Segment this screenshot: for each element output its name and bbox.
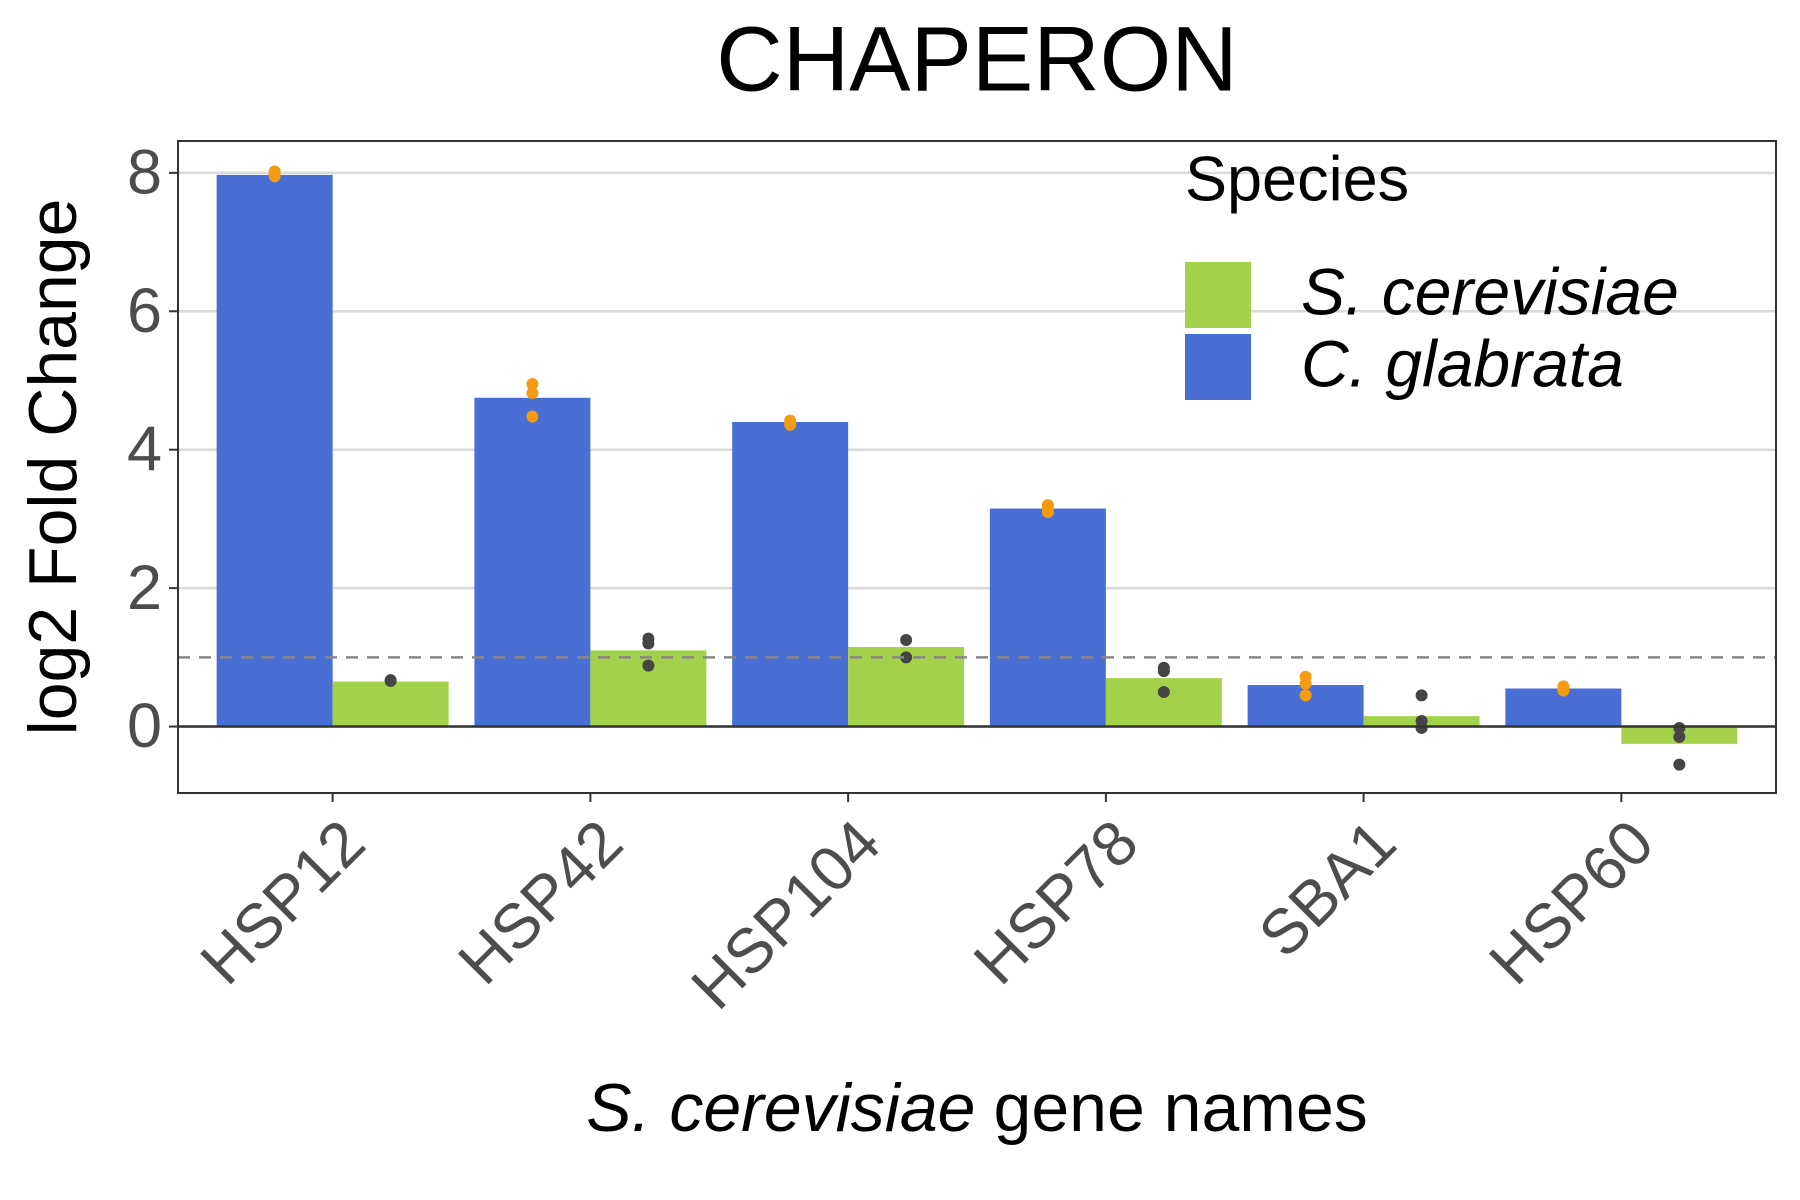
replicate-point xyxy=(1415,689,1428,702)
legend-label: C. glabrata xyxy=(1301,326,1624,400)
replicate-point xyxy=(1673,721,1686,734)
y-tick-label: 0 xyxy=(127,691,162,761)
replicate-point xyxy=(526,377,539,390)
y-tick-label: 4 xyxy=(127,414,162,484)
y-tick-label: 8 xyxy=(127,137,162,207)
replicate-point xyxy=(642,637,655,650)
plot-border xyxy=(177,140,1777,794)
replicate-point xyxy=(1415,721,1428,734)
replicate-point xyxy=(526,410,539,423)
x-axis-title-text: gene names xyxy=(994,1070,1368,1146)
bar xyxy=(1105,678,1222,727)
replicate-point xyxy=(1157,685,1170,698)
bar xyxy=(216,174,333,727)
y-tick-label: 6 xyxy=(127,276,162,346)
replicate-point xyxy=(642,659,655,672)
replicate-point xyxy=(1299,689,1312,702)
legend-swatch xyxy=(1185,262,1251,328)
replicate-point xyxy=(526,386,539,399)
bar xyxy=(989,508,1106,727)
replicate-point xyxy=(900,634,913,647)
replicate-point xyxy=(900,651,913,664)
legend-title: Species xyxy=(1185,145,1409,215)
replicate-point xyxy=(1673,730,1686,743)
chart-title: CHAPERON xyxy=(716,8,1237,110)
bar xyxy=(474,397,591,727)
replicate-point xyxy=(1557,684,1570,697)
replicate-point xyxy=(384,674,397,687)
replicate-point xyxy=(1041,505,1054,518)
replicate-point xyxy=(784,418,797,431)
y-tick-label: 2 xyxy=(127,553,162,623)
legend-label: S. cerevisiae xyxy=(1301,254,1679,328)
replicate-point xyxy=(268,168,281,181)
bar xyxy=(332,681,449,727)
legend-swatch xyxy=(1185,334,1251,400)
bar xyxy=(732,422,849,727)
x-axis-title: S. cerevisiae gene names xyxy=(586,1070,1368,1146)
replicate-point xyxy=(1673,758,1686,771)
replicate-point xyxy=(1299,677,1312,690)
replicate-point xyxy=(1157,665,1170,678)
y-axis-title: log2 Fold Change xyxy=(15,199,91,736)
x-axis-title-italic: S. cerevisiae xyxy=(586,1070,975,1146)
